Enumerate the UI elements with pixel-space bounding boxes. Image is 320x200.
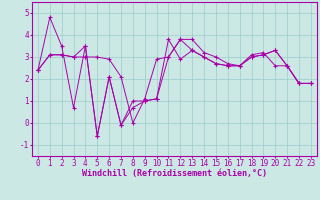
X-axis label: Windchill (Refroidissement éolien,°C): Windchill (Refroidissement éolien,°C) [82,169,267,178]
